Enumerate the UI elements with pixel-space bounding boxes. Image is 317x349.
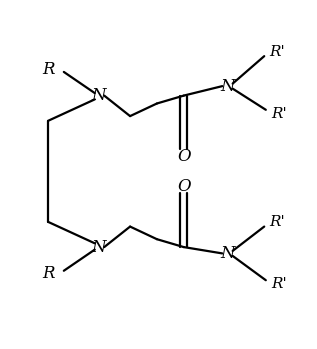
Text: O: O	[177, 178, 191, 195]
Text: R: R	[42, 265, 55, 282]
Text: N: N	[91, 87, 106, 104]
Text: N: N	[221, 245, 235, 262]
Text: R': R'	[271, 107, 287, 121]
Text: N: N	[91, 239, 106, 255]
Text: R': R'	[269, 215, 285, 230]
Text: O: O	[177, 148, 191, 165]
Text: N: N	[221, 77, 235, 95]
Text: R': R'	[269, 45, 285, 59]
Text: R: R	[42, 61, 55, 78]
Text: R': R'	[271, 277, 287, 291]
